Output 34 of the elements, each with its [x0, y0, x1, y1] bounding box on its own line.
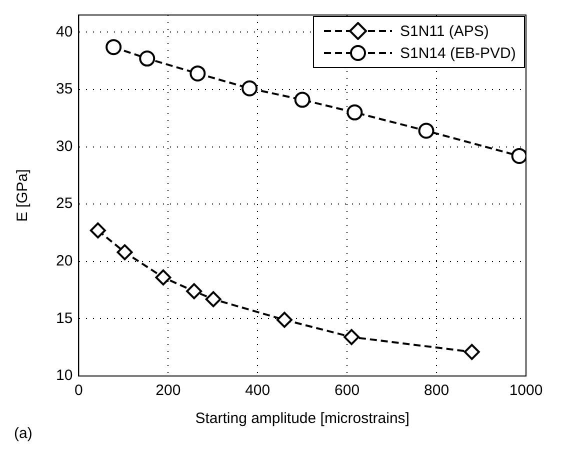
y-tick-label: 40 [56, 23, 73, 40]
legend-label: S1N11 (APS) [400, 22, 489, 40]
text: (a) [14, 425, 32, 442]
y-tick-label: 20 [56, 252, 73, 270]
x-tick-label: 200 [156, 382, 181, 400]
point [116, 244, 133, 260]
y-tick-label: 35 [56, 80, 73, 98]
point [464, 344, 480, 360]
x-tick-label: 1000 [509, 382, 543, 400]
legend-label: S1N14 (EB-PVD) [400, 44, 516, 62]
point [139, 50, 156, 67]
point [90, 222, 106, 238]
point [186, 283, 202, 300]
point [511, 148, 526, 164]
point [106, 39, 122, 56]
point [346, 104, 363, 120]
y-axis-title: E [GPa] [14, 169, 32, 222]
x-tick-label: 600 [334, 382, 360, 400]
x-tick-label: 800 [424, 382, 450, 400]
point [294, 92, 310, 108]
point [344, 329, 360, 346]
point [155, 269, 172, 286]
y-tick-label: 30 [56, 138, 73, 155]
point [190, 65, 206, 82]
point [205, 291, 222, 308]
y-tick-label: 10 [56, 367, 73, 384]
y-tick-label: 25 [56, 195, 73, 212]
x-axis-title: Starting amplitude [microstrains] [195, 410, 410, 428]
point [418, 122, 434, 139]
point [242, 80, 258, 96]
y-tick-label: 15 [56, 310, 73, 327]
x-tick-label: 0 [74, 382, 83, 400]
point [276, 312, 292, 328]
x-tick-label: 400 [245, 382, 270, 400]
